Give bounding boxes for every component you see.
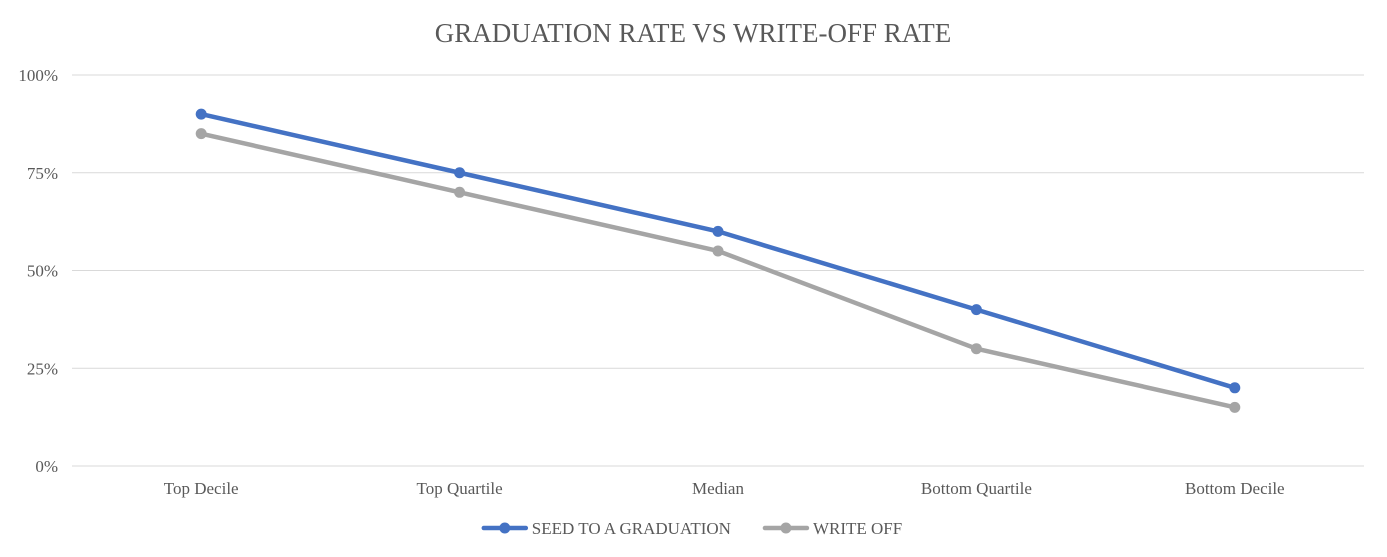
- x-tick-label: Top Quartile: [417, 479, 503, 498]
- chart-title: GRADUATION RATE VS WRITE-OFF RATE: [435, 18, 952, 48]
- data-point: [454, 167, 466, 179]
- data-point: [1229, 382, 1241, 394]
- y-tick-label: 0%: [35, 457, 58, 476]
- x-tick-label: Top Decile: [164, 479, 239, 498]
- data-point: [1229, 401, 1241, 413]
- series-points: [195, 108, 1241, 413]
- y-axis: 0% 25% 50% 75% 100%: [18, 66, 58, 476]
- data-point: [195, 108, 207, 120]
- legend-label: WRITE OFF: [813, 519, 902, 538]
- x-axis: Top Decile Top Quartile Median Bottom Quart…: [164, 479, 1285, 498]
- legend: SEED TO A GRADUATION WRITE OFF: [481, 519, 902, 538]
- legend-swatch-marker: [780, 522, 792, 534]
- data-point: [712, 245, 724, 257]
- data-point: [454, 186, 466, 198]
- y-tick-label: 50%: [27, 262, 58, 281]
- series-lines: [198, 111, 1238, 410]
- data-point: [970, 343, 982, 355]
- data-point: [712, 225, 724, 237]
- y-tick-label: 75%: [27, 164, 58, 183]
- legend-label: SEED TO A GRADUATION: [532, 519, 731, 538]
- y-tick-label: 100%: [18, 66, 58, 85]
- data-point: [195, 128, 207, 140]
- x-tick-label: Median: [692, 479, 744, 498]
- legend-swatch-marker: [499, 522, 511, 534]
- gridlines: [72, 74, 1364, 467]
- y-tick-label: 25%: [27, 359, 58, 378]
- x-tick-label: Bottom Quartile: [921, 479, 1032, 498]
- data-point: [970, 304, 982, 316]
- x-tick-label: Bottom Decile: [1185, 479, 1285, 498]
